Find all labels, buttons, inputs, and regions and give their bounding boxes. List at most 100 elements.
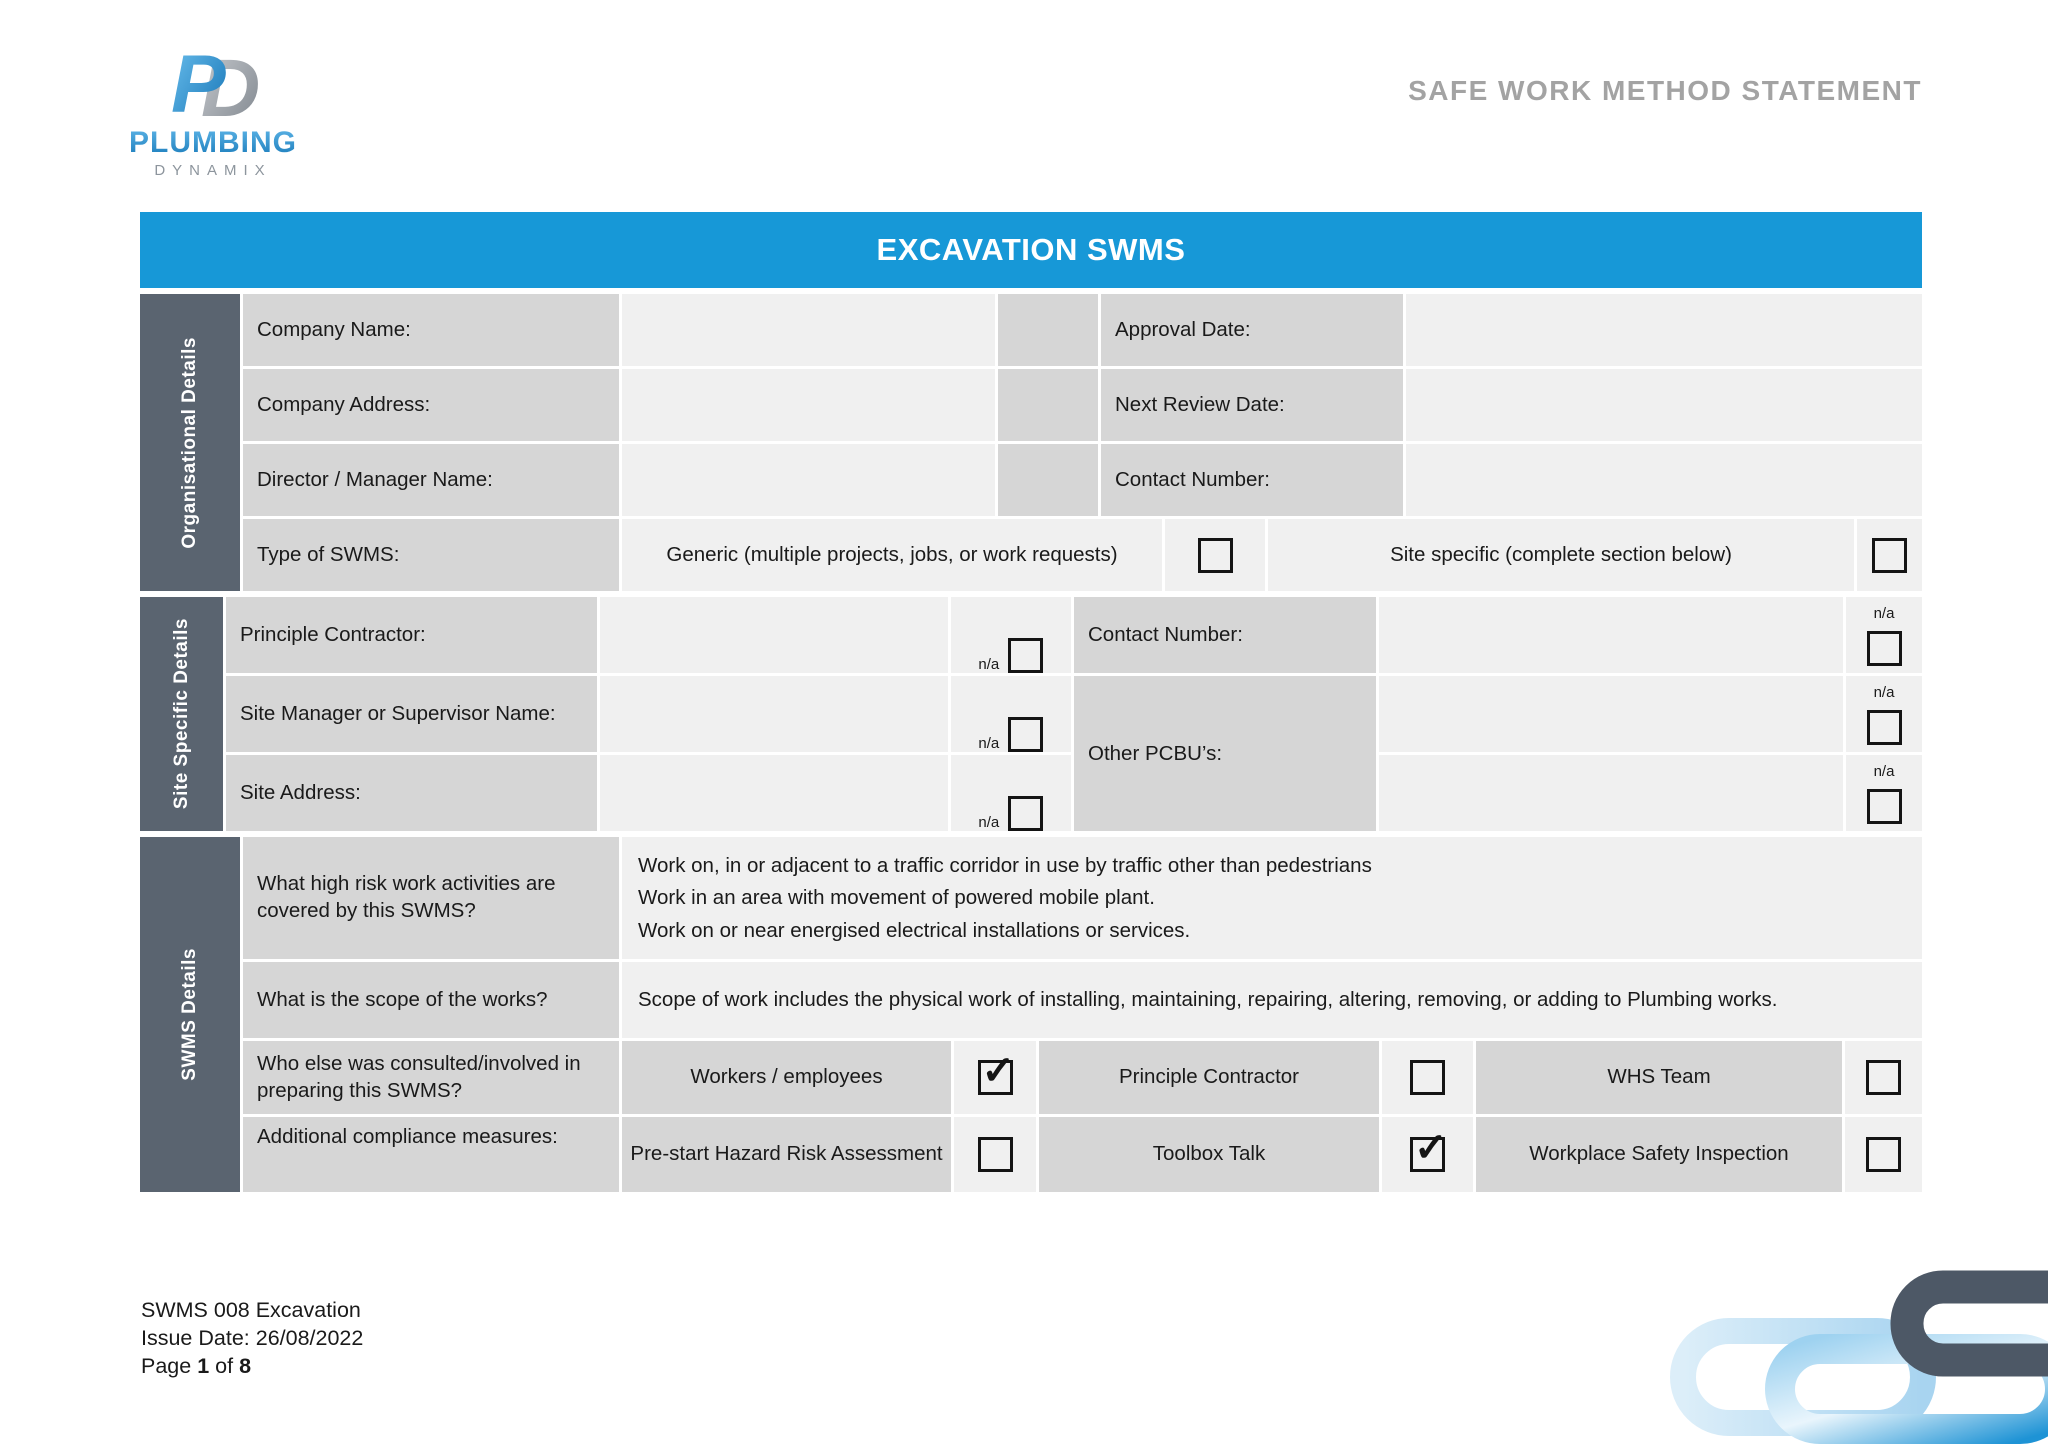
company-name-field[interactable] [622, 294, 995, 366]
na-checkbox[interactable] [1866, 788, 1902, 824]
toolbox-talk-checkbox[interactable] [1410, 1125, 1448, 1172]
site-manager-label: Site Manager or Supervisor Name: [226, 676, 598, 752]
contact-number-label: Contact Number: [1101, 444, 1403, 516]
na-label: n/a [978, 814, 1000, 831]
table-row-consulted: Who else was consulted/involved in prepa… [243, 1041, 1922, 1114]
page-total: 8 [239, 1354, 252, 1378]
scope-content: Scope of work includes the physical work… [622, 962, 1922, 1038]
issue-date-label: Issue Date: [141, 1326, 250, 1350]
generic-option-label: Generic (multiple projects, jobs, or wor… [622, 519, 1162, 591]
site-specific-option-cell [1857, 519, 1922, 591]
contact-number-field[interactable] [1406, 444, 1922, 516]
section-swms-details: SWMS Details What high risk work activit… [140, 837, 1922, 1192]
consulted-principle-contractor-cell [1382, 1041, 1473, 1114]
principle-contractor-checkbox[interactable] [1410, 1060, 1445, 1095]
na-label: n/a [978, 656, 1000, 673]
page-title-banner: EXCAVATION SWMS [140, 212, 1922, 288]
na-cell: n/a [1846, 676, 1922, 752]
consulted-label: Who else was consulted/involved in prepa… [243, 1041, 619, 1114]
compliance-prestart-cell [954, 1117, 1036, 1192]
na-cell: n/a [950, 597, 1071, 673]
chain-links-graphic-icon [1608, 1239, 2048, 1449]
document-type-title: SAFE WORK METHOD STATEMENT [1408, 75, 1922, 106]
site-specific-checkbox[interactable] [1872, 537, 1907, 573]
na-label: n/a [1873, 762, 1895, 780]
na-checkbox[interactable] [1008, 717, 1044, 752]
section-tab-label: SWMS Details [179, 948, 201, 1081]
document-footer: SWMS 008 Excavation Issue Date: 26/08/20… [141, 1296, 363, 1380]
consulted-option-whs-team: WHS Team [1476, 1041, 1842, 1114]
na-checkbox[interactable] [1866, 630, 1902, 666]
consulted-option-workers: Workers / employees [622, 1041, 951, 1114]
issue-date-value: 26/08/2022 [255, 1326, 364, 1350]
na-checkbox[interactable] [1008, 796, 1044, 831]
page-label: Page [141, 1354, 192, 1378]
compliance-toolbox-cell [1382, 1117, 1473, 1192]
high-risk-content: Work on, in or adjacent to a traffic cor… [622, 837, 1922, 959]
other-pcbus-block: Other PCBU’s: n/a n/a [1074, 676, 1922, 831]
spacer-cell [998, 444, 1098, 516]
consulted-whs-team-cell [1845, 1041, 1922, 1114]
table-row-director-name: Director / Manager Name: Contact Number: [243, 444, 1922, 516]
footer-page-number: Page 1 of 8 [141, 1352, 363, 1380]
na-checkbox[interactable] [1008, 638, 1044, 673]
next-review-date-field[interactable] [1406, 369, 1922, 441]
site-manager-field[interactable] [600, 676, 948, 752]
na-label: n/a [1873, 604, 1895, 622]
spacer-cell [998, 369, 1098, 441]
compliance-label: Additional compliance measures: [243, 1117, 619, 1192]
high-risk-line: Work on or near energised electrical ins… [638, 918, 1191, 942]
company-address-field[interactable] [622, 369, 995, 441]
other-pcbu-field[interactable] [1379, 676, 1843, 752]
section-tab-organisational: Organisational Details [140, 294, 240, 591]
table-row-site-manager: Site Manager or Supervisor Name: n/a [226, 676, 1071, 752]
prestart-hazard-checkbox[interactable] [977, 1137, 1013, 1172]
table-row-site-contact-number: Contact Number: n/a [1074, 597, 1922, 673]
director-manager-field[interactable] [622, 444, 995, 516]
na-cell: n/a [950, 676, 1071, 752]
principle-contractor-label: Principle Contractor: [226, 597, 598, 673]
workers-employees-checkbox[interactable] [977, 1048, 1015, 1095]
footer-doc-id: SWMS 008 Excavation [141, 1298, 361, 1322]
generic-option-cell [1165, 519, 1265, 591]
table-row-type-of-swms: Type of SWMS: Generic (multiple projects… [243, 519, 1922, 591]
page-title: EXCAVATION SWMS [876, 232, 1186, 267]
other-pcbus-label: Other PCBU’s: [1074, 676, 1376, 831]
svg-text:D: D [201, 43, 260, 126]
high-risk-line: Work in an area with movement of powered… [638, 886, 1155, 910]
na-checkbox[interactable] [1866, 709, 1902, 745]
high-risk-line: Work on, in or adjacent to a traffic cor… [638, 853, 1372, 877]
brand-name-secondary: DYNAMIX [154, 162, 272, 179]
generic-checkbox[interactable] [1197, 537, 1233, 573]
other-pcbu-field[interactable] [1379, 755, 1843, 831]
whs-team-checkbox[interactable] [1866, 1060, 1901, 1095]
section-tab-label: Organisational Details [179, 336, 201, 549]
approval-date-label: Approval Date: [1101, 294, 1403, 366]
section-tab-site-specific: Site Specific Details [140, 597, 223, 831]
company-name-label: Company Name: [243, 294, 619, 366]
workplace-safety-inspection-checkbox[interactable] [1866, 1137, 1901, 1172]
site-address-field[interactable] [600, 755, 948, 831]
na-label: n/a [978, 735, 1000, 752]
na-cell: n/a [1846, 755, 1922, 831]
company-address-label: Company Address: [243, 369, 619, 441]
section-tab-swms-details: SWMS Details [140, 837, 240, 1192]
compliance-option-toolbox: Toolbox Talk [1039, 1117, 1379, 1192]
site-contact-number-field[interactable] [1379, 597, 1843, 673]
compliance-option-workplace-inspection: Workplace Safety Inspection [1476, 1117, 1842, 1192]
high-risk-label: What high risk work activities are cover… [243, 837, 619, 959]
svg-text:P: P [171, 39, 226, 126]
spacer-cell [998, 294, 1098, 366]
compliance-workplace-inspection-cell [1845, 1117, 1922, 1192]
type-of-swms-label: Type of SWMS: [243, 519, 619, 591]
approval-date-field[interactable] [1406, 294, 1922, 366]
table-row-other-pcbu-1: n/a [1379, 676, 1922, 752]
principle-contractor-field[interactable] [600, 597, 948, 673]
na-label: n/a [1873, 683, 1895, 701]
compliance-option-prestart: Pre-start Hazard Risk Assessment [622, 1117, 951, 1192]
swms-form-table: EXCAVATION SWMS Organisational Details C… [140, 212, 1922, 1198]
director-manager-label: Director / Manager Name: [243, 444, 619, 516]
table-row-compliance-measures: Additional compliance measures: Pre-star… [243, 1117, 1922, 1192]
table-row-principle-contractor: Principle Contractor: n/a [226, 597, 1071, 673]
